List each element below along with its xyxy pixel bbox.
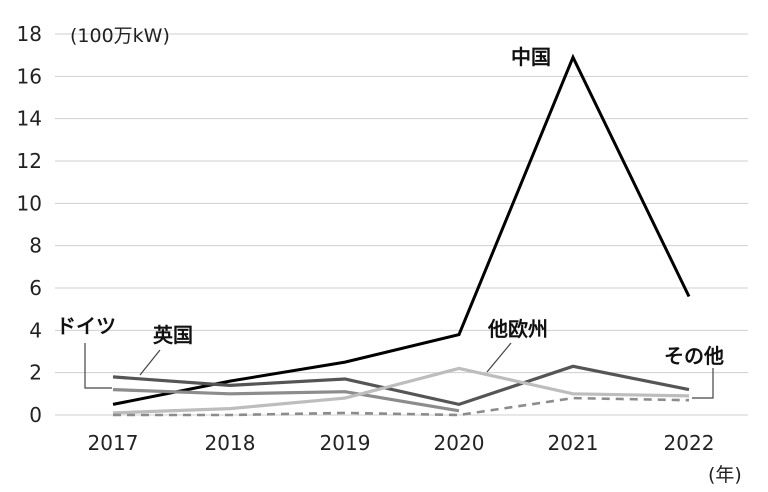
x-tick-label: 2022 (664, 431, 715, 455)
series-line-1 (112, 388, 460, 413)
leader-line (139, 349, 161, 376)
leader-line (692, 368, 714, 399)
y-tick-label: 0 (29, 403, 42, 427)
y-tick-label: 6 (29, 276, 42, 300)
x-tick-labels: 2017 2018 2019 2020 2021 2022 (88, 431, 715, 455)
series-line-4 (113, 396, 690, 417)
y-tick-label: 16 (17, 64, 42, 88)
y-tick-label: 4 (29, 318, 42, 342)
y-tick-label: 2 (29, 361, 42, 385)
x-axis-unit-label: (年) (708, 464, 742, 486)
leader-line (84, 343, 112, 389)
y-tick-label: 12 (17, 149, 42, 173)
x-tick-label: 2019 (320, 431, 371, 455)
series-label: 英国 (153, 323, 193, 347)
y-tick-label: 18 (17, 22, 42, 46)
x-tick-label: 2021 (548, 431, 599, 455)
x-tick-label: 2020 (434, 431, 485, 455)
series-line-2 (112, 364, 690, 407)
y-tick-label: 10 (17, 191, 42, 215)
x-tick-label: 2018 (205, 431, 256, 455)
y-tick-label: 8 (29, 234, 42, 258)
series-label: 中国 (511, 45, 551, 69)
series-lines (112, 53, 691, 417)
gridlines (55, 33, 748, 416)
series-label: その他 (664, 344, 724, 368)
series-line-3 (112, 366, 690, 415)
y-tick-label: 14 (17, 107, 42, 131)
series-label: ドイツ (56, 314, 116, 338)
x-tick-label: 2017 (88, 431, 139, 455)
series-label: 他欧州 (487, 317, 548, 341)
y-axis-unit-label: (100万kW) (70, 25, 170, 47)
leader-line (486, 342, 512, 373)
series-line-0 (112, 53, 691, 406)
y-tick-labels: 0 2 4 6 8 10 12 14 16 18 (17, 22, 42, 427)
